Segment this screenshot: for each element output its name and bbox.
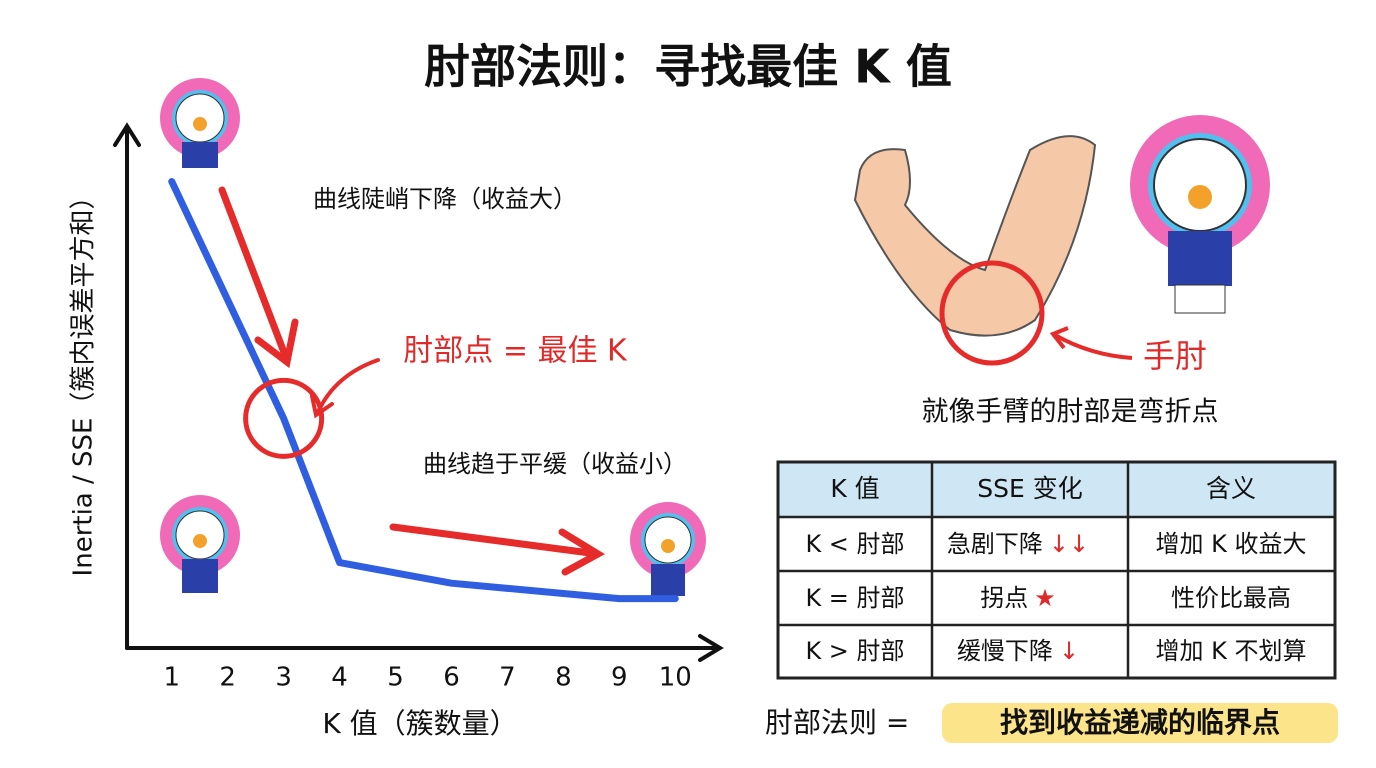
highlight xyxy=(942,703,1338,743)
arrow-head xyxy=(254,318,299,369)
elbow-circle xyxy=(939,260,1045,366)
table-cell: 急剧下降 ↓↓ xyxy=(947,530,1089,558)
table-lines xyxy=(778,462,1335,678)
x-tick-label: 7 xyxy=(499,663,516,693)
table-cell: 增加 K 不划算 xyxy=(1156,637,1307,665)
arrow xyxy=(316,358,380,414)
table-cell: 拐点 ★ xyxy=(980,584,1056,612)
cell-text: 急剧下降 xyxy=(947,530,1043,558)
x-tick-label: 9 xyxy=(611,663,628,693)
footer-highlight: 找到收益递减的临界点 xyxy=(1000,706,1280,739)
arm-caption: 就像手臂的肘部是弯折点 xyxy=(922,397,1219,428)
table-cell: K < 肘部 xyxy=(805,530,904,558)
table: K 值 SSE 变化 含义 K < 肘部 急剧下降 ↓↓ 增加 K 收益大 K = 肘部 拐点 ★… xyxy=(776,460,1337,680)
table-header: K 值 xyxy=(830,474,879,503)
data-line xyxy=(168,178,679,603)
table-header-bg xyxy=(778,462,1335,517)
footer-lead: 肘部法则 = xyxy=(765,706,909,739)
arrows xyxy=(218,186,605,576)
arrow xyxy=(218,186,289,359)
cell-text: 性价比最高 xyxy=(1171,584,1291,612)
x-tick-label: 2 xyxy=(219,663,236,693)
table-cell: 性价比最高 xyxy=(1171,584,1291,612)
annotation: 曲线陡峭下降（收益大） xyxy=(313,185,577,213)
table-cell: K > 肘部 xyxy=(805,637,904,665)
cell-text: K < 肘部 xyxy=(805,530,904,558)
arrow-head xyxy=(310,394,334,419)
x-tick-label: 4 xyxy=(331,663,348,693)
page-title: 肘部法则：寻找最佳 K 值 xyxy=(424,40,952,94)
x-tick-label: 10 xyxy=(659,663,692,693)
x-tick-label: 8 xyxy=(555,663,572,693)
table-cell: 增加 K 收益大 xyxy=(1156,530,1307,558)
axes xyxy=(113,122,724,662)
x-tick-label: 1 xyxy=(163,663,180,693)
trend-mark: ↓ xyxy=(1059,637,1079,665)
arrow xyxy=(389,523,594,557)
trend-mark: ★ xyxy=(1034,584,1056,612)
annotation: 曲线趋于平缓（收益小） xyxy=(423,450,687,478)
cell-text: 增加 K 收益大 xyxy=(1156,530,1307,558)
table-cell: 缓慢下降 ↓ xyxy=(957,637,1079,665)
x-axis-label: K 值（簇数量） xyxy=(322,707,517,740)
cell-text: 缓慢下降 xyxy=(957,637,1053,665)
trend-mark: ↓↓ xyxy=(1049,530,1089,558)
arrow-head xyxy=(558,528,605,576)
y-arrow xyxy=(113,122,141,147)
cell-text: 拐点 xyxy=(980,584,1028,612)
x-tick-label: 3 xyxy=(275,663,292,693)
elbow-marker xyxy=(243,377,325,459)
table-cell: K = 肘部 xyxy=(805,584,904,612)
cell-text: K > 肘部 xyxy=(805,637,904,665)
annotation: 肘部点 = 最佳 K xyxy=(403,334,628,369)
x-arrow xyxy=(698,634,724,662)
table-header: SSE 变化 xyxy=(977,474,1082,503)
y-axis-label: Inertia / SSE（簇内误差平方和） xyxy=(69,184,99,577)
cell-text: 增加 K 不划算 xyxy=(1156,637,1307,665)
table-header: 含义 xyxy=(1206,474,1256,503)
arm-label: 手肘 xyxy=(1143,337,1207,375)
cell-text: K = 肘部 xyxy=(805,584,904,612)
x-tick-label: 5 xyxy=(387,663,404,693)
mascots xyxy=(160,78,1270,596)
arm-illustration xyxy=(853,135,1133,366)
x-tick-label: 6 xyxy=(443,663,460,693)
